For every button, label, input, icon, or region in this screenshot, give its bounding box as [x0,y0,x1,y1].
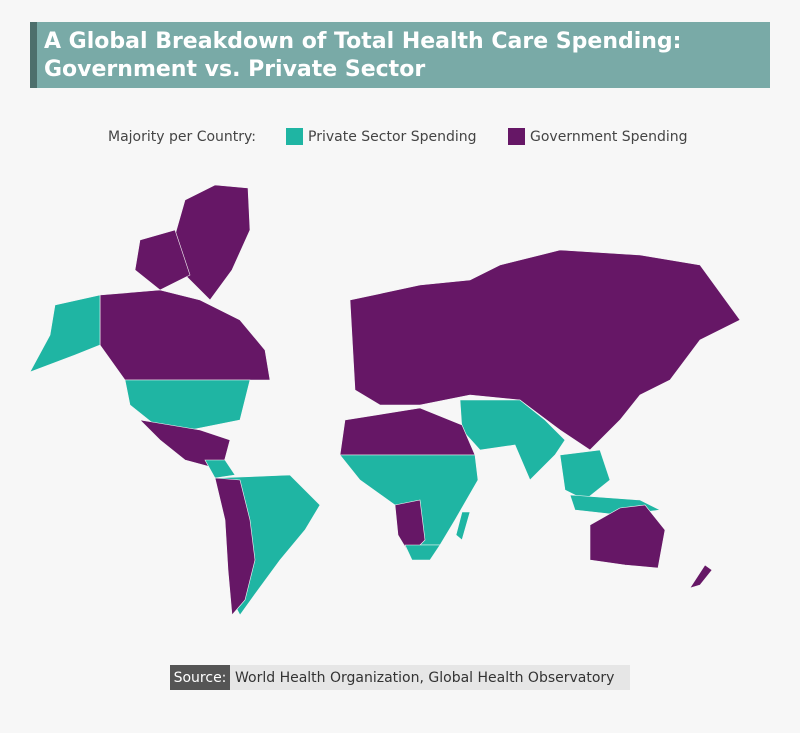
canada [99,289,271,381]
legend-entry: Government Spending [530,129,688,145]
southeast-asia [559,449,611,501]
central-america [204,459,236,479]
legend-swatch [286,128,303,145]
new-zealand [689,564,713,589]
madagascar [455,511,471,541]
title-stripe [30,22,37,88]
south-america-government [214,477,256,616]
source-label: Source: [174,670,227,686]
arctic-islands [134,229,191,291]
middle-east-south-asia [459,399,566,481]
title-line: Government vs. Private Sector [44,57,425,82]
usa [124,379,251,431]
south-africa [404,544,441,561]
eurasia [349,249,741,451]
legend: Private Sector Spending Government Spendi… [286,128,688,145]
world-map [29,184,741,616]
alaska [29,294,101,373]
source-text-box [230,665,630,690]
legend-entry: Private Sector Spending [308,129,477,145]
legend-swatch [508,128,525,145]
source-text: World Health Organization, Global Health… [235,670,614,686]
legend-label: Majority per Country: [108,129,256,145]
title-banner [30,22,770,88]
australia [589,504,666,569]
title-line: A Global Breakdown of Total Health Care … [44,29,681,54]
greenland [174,184,251,301]
source-label-box [170,665,230,690]
north-africa [339,407,476,456]
